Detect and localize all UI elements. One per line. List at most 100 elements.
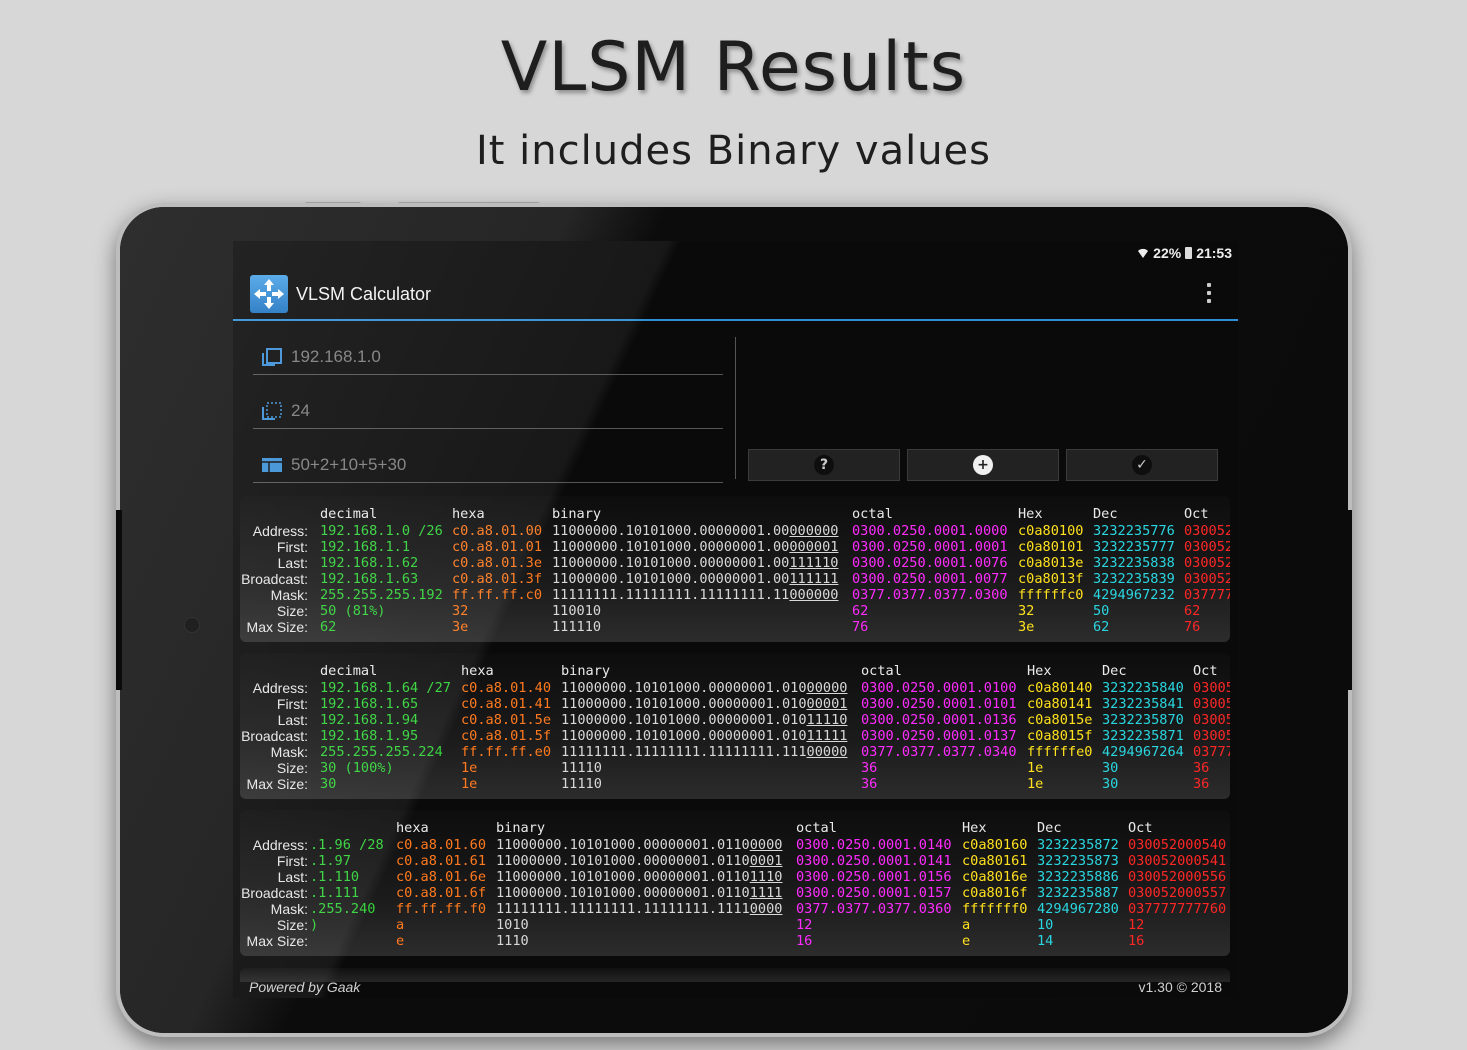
cell-hex: c0a80160 xyxy=(962,837,1028,853)
more-vert-icon[interactable] xyxy=(1206,281,1212,305)
mask-field[interactable] xyxy=(253,393,723,429)
cell-binary: 11000000.10101000.00000001.00111110 xyxy=(552,555,838,571)
cell-oct: 037777777700 xyxy=(1184,587,1230,603)
sizes-input[interactable] xyxy=(291,453,711,477)
cell-oct: 030052000537 xyxy=(1193,728,1230,744)
binary-network-bits: 11111111.11111111.11111111.111 xyxy=(561,744,807,760)
cell-dec: 3232235776 xyxy=(1093,523,1175,539)
cell-octal: 0300.0250.0001.0137 xyxy=(861,728,1017,744)
cell-hexa: 32 xyxy=(452,603,469,619)
binary-network-bits: 11000000.10101000.00000001.010 xyxy=(561,728,807,744)
binary-host-bits: 000000 xyxy=(789,523,839,539)
binary-host-bits: 0000 xyxy=(749,901,783,917)
cell-decimal: .1.110 xyxy=(310,869,360,885)
column-header-binary: binary xyxy=(496,820,546,836)
cell-octal: 0300.0250.0001.0140 xyxy=(796,837,952,853)
cell-binary: 1110 xyxy=(496,933,529,949)
binary-host-bits: 00001 xyxy=(806,696,848,712)
cell-octal: 76 xyxy=(852,619,869,635)
cell-octal: 0300.0250.0001.0000 xyxy=(852,523,1008,539)
ip-address-field[interactable] xyxy=(253,339,723,375)
cell-decimal: .255.240 xyxy=(310,901,376,917)
cell-decimal: 192.168.1.65 xyxy=(320,696,419,712)
cell-octal: 12 xyxy=(796,917,813,933)
help-button[interactable]: ? xyxy=(748,449,900,481)
binary-host-bits: 00000 xyxy=(806,680,848,696)
cell-binary: 11111111.11111111.11111111.11000000 xyxy=(552,587,838,603)
cell-dec: 62 xyxy=(1093,619,1110,635)
binary-network-bits: 11110 xyxy=(561,776,602,792)
binary-host-bits: 11110 xyxy=(806,712,848,728)
cell-hexa: c0.a8.01.6e xyxy=(396,869,487,885)
binary-network-bits: 11111111.11111111.11111111.1111 xyxy=(496,901,750,917)
cell-oct: 030052000540 xyxy=(1128,837,1227,853)
cell-binary: 11110 xyxy=(561,760,602,776)
cell-decimal: 30 (100%) xyxy=(320,760,394,776)
cell-binary: 11000000.10101000.00000001.00000000 xyxy=(552,523,838,539)
row-label: Max Size: xyxy=(246,933,308,949)
table-row: Max Size: 62 3e 76 3e 62 76 111110 xyxy=(240,619,1230,635)
promo-subtitle: It includes Binary values xyxy=(475,128,992,174)
row-label: Last: xyxy=(277,869,308,885)
column-header-dec: Dec xyxy=(1102,663,1127,679)
cell-decimal: 50 (81%) xyxy=(320,603,386,619)
cell-decimal: 192.168.1.0 /26 xyxy=(320,523,443,539)
cell-dec: 3232235870 xyxy=(1102,712,1184,728)
mask-input[interactable] xyxy=(291,399,711,423)
sizes-field[interactable] xyxy=(253,447,723,483)
row-label: Broadcast: xyxy=(241,885,308,901)
ip-address-input[interactable] xyxy=(291,345,711,369)
table-row: Mask: .255.240 ff.ff.ff.f0 0377.0377.0377.0… xyxy=(240,901,1230,917)
row-label: Mask: xyxy=(270,744,308,760)
cell-decimal: .1.111 xyxy=(310,885,360,901)
row-label: First: xyxy=(276,696,308,712)
cell-oct: 030052000536 xyxy=(1193,712,1230,728)
table-row: Last: .1.110 c0.a8.01.6e 0300.0250.0001.015… xyxy=(240,869,1230,885)
table-row: Broadcast: 192.168.1.95 c0.a8.01.5f 0300.02… xyxy=(240,728,1230,744)
check-button[interactable]: ✓ xyxy=(1066,449,1218,481)
row-label: First: xyxy=(276,853,308,869)
check-circle-icon: ✓ xyxy=(1132,455,1152,475)
cell-hexa: a xyxy=(396,917,405,933)
cell-octal: 0300.0250.0001.0100 xyxy=(861,680,1017,696)
row-label: Address: xyxy=(252,837,308,853)
cell-binary: 11000000.10101000.00000001.01000001 xyxy=(561,696,847,712)
row-label: First: xyxy=(276,539,308,555)
cell-oct: 037777777760 xyxy=(1128,901,1227,917)
result-card-next xyxy=(240,968,1230,982)
cell-hexa: c0.a8.01.5f xyxy=(461,728,552,744)
column-header-octal: octal xyxy=(852,506,893,522)
binary-network-bits: 11000000.10101000.00000001.010 xyxy=(561,696,807,712)
cell-dec: 3232235872 xyxy=(1037,837,1119,853)
cell-oct: 16 xyxy=(1128,933,1145,949)
table-row: Size:) a 12 a 10 12 1010 xyxy=(240,917,1230,933)
cell-binary: 11000000.10101000.00000001.00111111 xyxy=(552,571,838,587)
result-header-row: decimal hexa binary octal Hex Dec Oct xyxy=(240,506,1230,522)
cell-binary: 1010 xyxy=(496,917,529,933)
column-header-binary: binary xyxy=(561,663,611,679)
cell-decimal: 192.168.1.94 xyxy=(320,712,419,728)
cell-octal: 36 xyxy=(861,776,878,792)
binary-host-bits: 000001 xyxy=(789,539,839,555)
clock: 21:53 xyxy=(1196,245,1232,261)
binary-network-bits: 11111111.11111111.11111111.11 xyxy=(552,587,790,603)
cell-hex: c0a8015f xyxy=(1027,728,1093,744)
cell-hexa: c0.a8.01.41 xyxy=(461,696,552,712)
cell-octal: 0377.0377.0377.0300 xyxy=(852,587,1008,603)
binary-network-bits: 11000000.10101000.00000001.0110 xyxy=(496,885,750,901)
cell-hex: c0a8016e xyxy=(962,869,1028,885)
cell-decimal: 192.168.1.95 xyxy=(320,728,419,744)
cell-dec: 3232235838 xyxy=(1093,555,1175,571)
network-router-icon xyxy=(250,275,288,313)
cell-hex: c0a8013f xyxy=(1018,571,1084,587)
binary-host-bits: 111110 xyxy=(789,555,839,571)
cell-binary: 11111111.11111111.11111111.11100000 xyxy=(561,744,847,760)
binary-network-bits: 110010 xyxy=(552,603,602,619)
cell-oct: 030052000476 xyxy=(1184,555,1230,571)
add-button[interactable]: + xyxy=(907,449,1059,481)
binary-host-bits: 11111 xyxy=(806,728,848,744)
cell-dec: 3232235777 xyxy=(1093,539,1175,555)
app-screen: 22% 21:53 VLSM Calculator xyxy=(233,241,1238,998)
cell-decimal: ) xyxy=(310,917,319,933)
table-row: Mask: 255.255.255.192 ff.ff.ff.c0 0377.0377… xyxy=(240,587,1230,603)
